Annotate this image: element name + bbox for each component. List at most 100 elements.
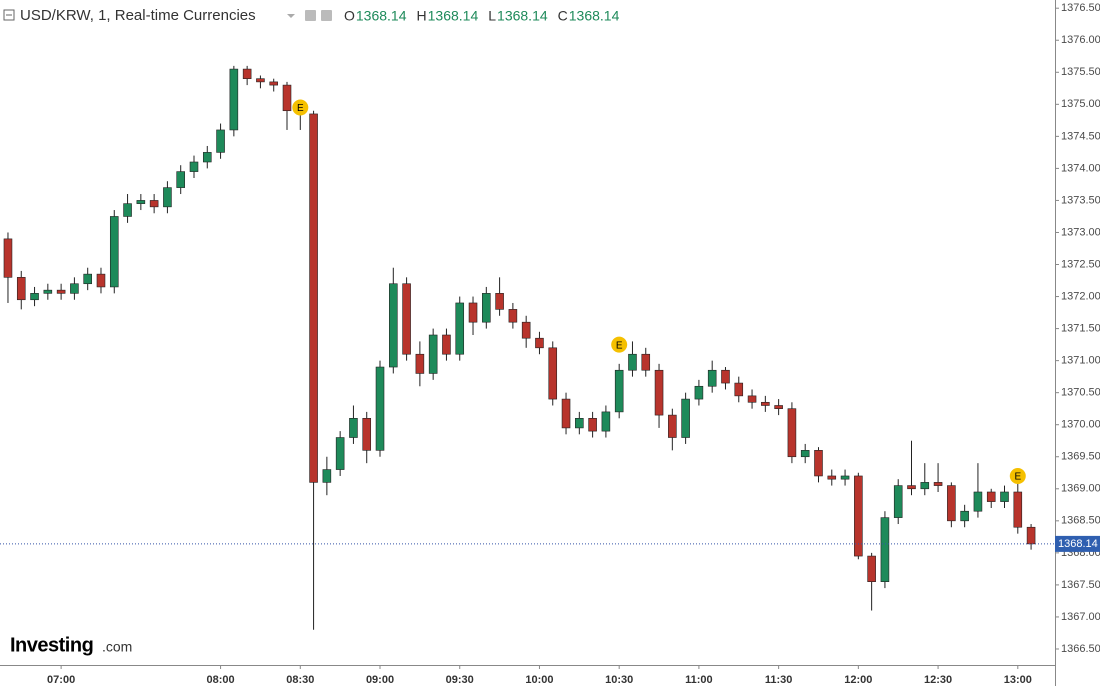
candle-body	[216, 129, 225, 153]
y-tick-label: 1367.50	[1061, 579, 1100, 591]
candle-body	[402, 283, 411, 355]
legend-label: H	[417, 8, 427, 24]
candle-body	[322, 469, 332, 483]
x-tick-label: 08:00	[206, 674, 234, 686]
candle-body	[588, 418, 597, 432]
candle-body	[30, 293, 39, 301]
candle-body	[428, 334, 438, 374]
candle-body	[109, 216, 119, 288]
candle-body	[256, 78, 265, 83]
candle-body	[548, 347, 558, 400]
y-tick-label: 1375.50	[1061, 66, 1100, 78]
candle-body	[880, 517, 890, 582]
candle-body	[641, 353, 651, 371]
candle-body	[189, 161, 199, 172]
candle-body	[694, 385, 704, 400]
y-tick-label: 1374.50	[1061, 130, 1100, 142]
collapse-icon[interactable]	[3, 9, 15, 21]
y-tick-label: 1376.50	[1061, 2, 1100, 14]
legend-label: O	[344, 8, 355, 24]
candle-body	[761, 401, 770, 406]
candle-body	[1000, 491, 1009, 502]
logo-suffix: .com	[102, 639, 132, 655]
x-tick-label: 11:00	[685, 674, 713, 686]
candle-body	[907, 485, 916, 490]
candle-body	[933, 482, 943, 486]
y-tick-label: 1375.00	[1061, 98, 1100, 110]
x-tick-label: 11:30	[765, 674, 793, 686]
candle-body	[202, 152, 212, 163]
candle-body	[814, 450, 823, 477]
y-tick-label: 1374.00	[1061, 162, 1100, 174]
legend-value: 1368.14	[569, 8, 620, 24]
candle-body	[960, 510, 969, 522]
candle-body	[707, 369, 717, 387]
x-tick-label: 09:00	[366, 674, 394, 686]
logo: Investing .com	[10, 634, 132, 656]
candle-body	[83, 273, 92, 285]
candle-body	[973, 491, 983, 512]
candle-body	[827, 475, 837, 480]
candle-body	[508, 309, 518, 323]
candle-body	[668, 414, 677, 438]
chart-title: USD/KRW, 1, Real-time Currencies	[20, 7, 256, 24]
candle-body	[349, 418, 358, 438]
candle-body	[56, 289, 66, 294]
legend-label: L	[488, 8, 496, 24]
last-price-tag	[1055, 535, 1100, 552]
candle-body	[986, 491, 996, 502]
candle-body	[362, 418, 372, 451]
y-tick-label: 1372.50	[1061, 258, 1100, 270]
candle-body	[575, 418, 584, 429]
candle-body	[1026, 526, 1036, 545]
candle-body	[149, 200, 159, 208]
event-marker	[611, 336, 628, 353]
legend-value: 1368.14	[428, 8, 479, 24]
candle-body	[800, 450, 810, 458]
candle-body	[415, 353, 425, 374]
candle-body	[43, 289, 53, 294]
y-tick-label: 1371.50	[1061, 322, 1100, 334]
y-tick-label: 1370.50	[1061, 387, 1100, 399]
candle-body	[920, 482, 930, 490]
event-marker	[292, 99, 309, 116]
event-marker	[1009, 467, 1026, 484]
candle-body	[787, 408, 797, 458]
candle-body	[70, 283, 79, 294]
legend-label: C	[558, 8, 568, 24]
candle-body	[1013, 491, 1023, 528]
candle-body	[681, 398, 690, 438]
x-tick-label: 10:30	[605, 674, 633, 686]
candle-body	[854, 475, 863, 557]
candle-body	[136, 200, 146, 204]
x-tick-label: 07:00	[47, 674, 75, 686]
candle-body	[867, 555, 876, 582]
legend-value: 1368.14	[356, 8, 407, 24]
candle-body	[840, 475, 850, 480]
candle-body	[734, 382, 744, 397]
candle-body	[269, 81, 279, 86]
y-tick-label: 1372.00	[1061, 290, 1100, 302]
candle-body	[747, 395, 757, 403]
candle-body	[601, 411, 611, 432]
y-tick-label: 1373.00	[1061, 226, 1100, 238]
candle-body	[535, 337, 544, 349]
x-tick-label: 13:00	[1004, 674, 1032, 686]
y-tick-label: 1369.00	[1061, 483, 1100, 495]
legend-value: 1368.14	[497, 8, 548, 24]
candle-body	[442, 334, 451, 355]
candle-body	[774, 405, 783, 409]
candle-body	[389, 283, 398, 368]
title-dropdown[interactable]	[287, 14, 295, 18]
eye-icon[interactable]	[305, 10, 316, 21]
y-tick-label: 1371.00	[1061, 355, 1100, 367]
candle-body	[521, 321, 531, 339]
candle-body	[468, 302, 478, 323]
plot-area: E E E	[3, 65, 1036, 630]
y-tick-label: 1366.50	[1061, 643, 1100, 655]
logo-name: Investing	[10, 634, 93, 656]
settings-icon[interactable]	[321, 10, 332, 21]
candle-body	[628, 353, 637, 371]
